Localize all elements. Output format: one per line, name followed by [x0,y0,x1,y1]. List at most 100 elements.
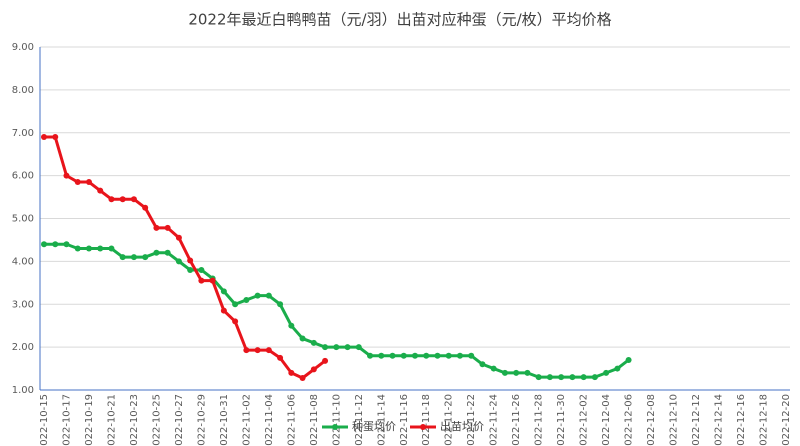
point [479,361,486,368]
x-tick-label: 2022-11-02 [241,394,252,446]
y-tick-label: 4.00 [12,256,34,267]
x-tick-label: 2022-12-10 [669,394,680,446]
y-tick-label: 8.00 [12,85,34,96]
point [490,365,497,372]
y-tick-label: 2.00 [12,342,34,353]
x-tick-label: 2022-10-17 [61,394,72,446]
point [41,241,47,248]
point [288,369,295,376]
point [220,307,227,314]
x-tick-label: 2022-11-10 [331,394,342,446]
point [501,369,508,376]
point [603,369,610,376]
point [310,366,317,373]
point [85,179,92,186]
point [119,196,126,203]
y-tick-label: 9.00 [12,42,34,53]
point [63,172,70,179]
x-tick-label: 2022-10-23 [129,394,140,446]
y-tick-label: 7.00 [12,128,34,139]
point [254,292,261,299]
point [243,296,250,303]
x-tick-label: 2022-10-29 [196,394,207,446]
x-tick-label: 2022-12-08 [646,394,657,446]
point [277,301,284,308]
y-tick-label: 5.00 [12,214,34,225]
point [243,347,250,354]
x-tick-label: 2022-11-14 [376,394,387,446]
point [412,352,418,359]
point [63,241,70,248]
x-tick-label: 2022-10-25 [151,394,162,446]
point [355,344,362,351]
point [445,352,452,359]
point [558,374,565,381]
x-tick-label: 2022-12-18 [759,394,770,446]
point [434,352,441,359]
point [400,352,407,359]
point [108,196,115,203]
point [175,258,182,265]
x-tick-label: 2022-12-12 [691,394,702,446]
x-tick-label: 2022-12-06 [624,394,635,446]
x-tick-label: 2022-12-20 [781,394,792,446]
x-tick-label: 2022-10-19 [84,394,95,446]
point [220,288,227,295]
point [41,134,47,141]
x-tick-label: 2022-11-22 [466,394,477,446]
legend-label: 种蛋均价 [352,419,396,433]
x-tick-label: 2022-11-24 [489,394,500,446]
x-tick-label: 2022-12-16 [736,394,747,446]
x-tick-label: 2022-11-06 [286,394,297,446]
x-tick-label: 2022-11-20 [444,394,455,446]
x-tick-label: 2022-11-04 [264,394,275,446]
point [535,374,542,381]
y-tick-label: 3.00 [12,299,34,310]
x-tick-label: 2022-11-18 [421,394,432,446]
point [232,301,239,308]
point [97,245,104,252]
point [389,352,396,359]
point [299,374,306,381]
point [232,318,239,325]
point [265,292,272,299]
point [198,266,205,273]
point [142,204,149,211]
point [187,257,194,264]
x-tick-label: 2022-10-21 [106,394,117,446]
x-tick-label: 2022-11-16 [399,394,410,446]
point [367,352,374,359]
point [423,352,430,359]
x-tick-label: 2022-12-04 [601,394,612,446]
point [187,266,194,273]
point [164,249,171,256]
point [97,187,104,194]
point [153,224,160,231]
legend-marker [420,424,426,430]
point [175,234,182,241]
legend-label: 出苗均价 [440,419,484,433]
point [333,344,340,351]
x-tick-label: 2022-10-31 [219,394,230,446]
point [591,374,598,381]
point [625,356,632,363]
point [299,335,306,342]
point [142,254,149,261]
point [164,224,171,231]
point [546,374,553,381]
y-tick-label: 1.00 [12,385,34,396]
chart-title: 2022年最近白鸭鸭苗（元/羽）出苗对应种蛋（元/枚）平均价格 [188,11,611,29]
point [153,249,160,256]
point [209,277,216,284]
point [74,245,81,252]
point [198,277,205,284]
x-tick-label: 2022-11-12 [354,394,365,446]
point [119,254,126,261]
point [288,322,295,329]
point [130,196,137,203]
x-tick-label: 2022-11-08 [309,394,320,446]
point [74,179,81,186]
point [85,245,92,252]
x-tick-label: 2022-11-26 [511,394,522,446]
